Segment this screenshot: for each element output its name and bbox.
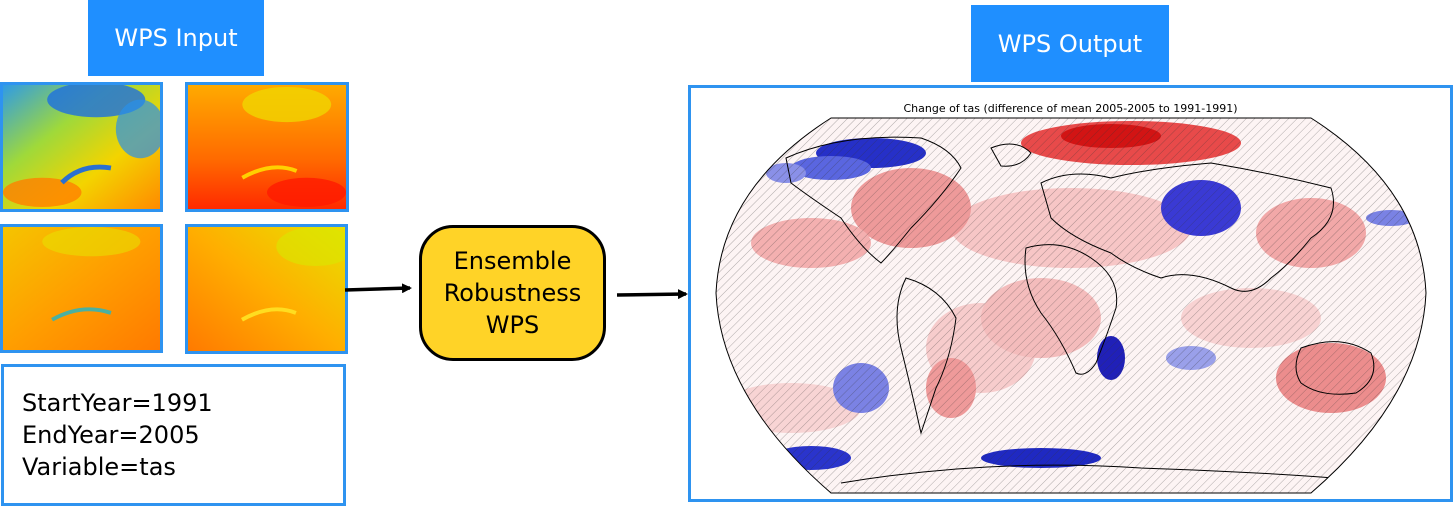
input-map-3 [0,224,163,353]
wps-input-label-text: WPS Input [114,24,238,52]
output-map-panel: Change of tas (difference of mean 2005-2… [688,85,1453,502]
arrow-process-to-output [616,289,688,300]
ensemble-robustness-wps-node: Ensemble Robustness WPS [419,225,606,361]
wps-output-label-text: WPS Output [997,29,1143,58]
process-line-3: WPS [485,311,540,339]
arrow-input-to-process [344,283,412,294]
world-map [715,117,1427,494]
input-map-4 [185,224,348,354]
process-line-1: Ensemble [453,247,572,275]
output-map-title: Change of tas (difference of mean 2005-2… [903,102,1238,115]
input-parameters-box: StartYear=1991 EndYear=2005 Variable=tas [1,364,346,506]
wps-input-label: WPS Input [88,0,264,76]
wps-output-label: WPS Output [971,5,1169,82]
start-year-param: StartYear=1991 [22,389,213,417]
input-map-2 [185,82,349,212]
end-year-param: EndYear=2005 [22,421,200,449]
variable-param: Variable=tas [22,453,176,481]
input-map-1 [0,82,163,212]
process-line-2: Robustness [443,279,582,307]
